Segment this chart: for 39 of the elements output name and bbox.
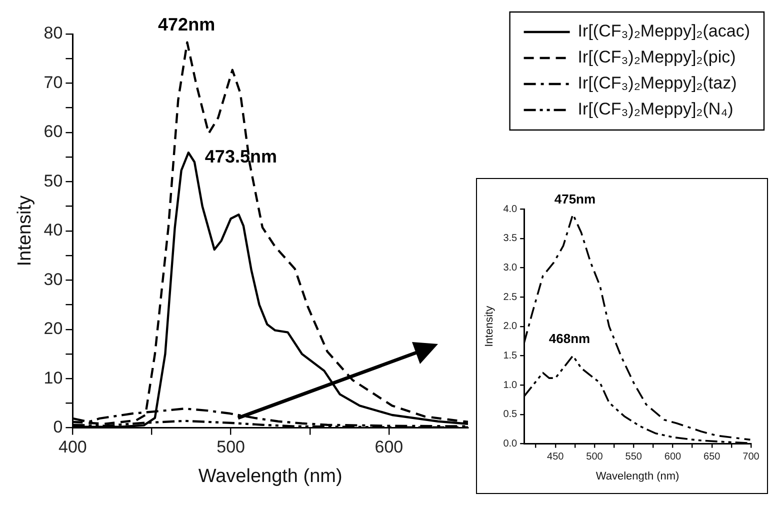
y-tick-label: 60 (44, 122, 63, 142)
y-tick-label: 0.5 (503, 409, 518, 420)
y-tick-label: 3.0 (503, 262, 518, 274)
y-tick-label: 20 (44, 319, 63, 338)
y-tick-label: 30 (44, 270, 63, 289)
y-tick-label: 3.5 (503, 233, 518, 244)
x-tick-label: 700 (742, 452, 760, 463)
annotation: 468nm (548, 330, 590, 346)
x-tick-label: 500 (586, 452, 604, 463)
y-axis-title: Intensity (14, 195, 36, 266)
x-tick-label: 650 (704, 452, 721, 463)
annotation: 472nm (158, 14, 216, 34)
y-tick-label: 1.0 (503, 380, 518, 391)
legend-label: Ir[(CF₃)₂Meppy]₂(pic) (578, 48, 736, 67)
annotation: 475nm (554, 191, 596, 206)
y-tick-label: 80 (44, 24, 63, 43)
annotation: 473.5nm (204, 146, 277, 167)
x-tick-label: 600 (374, 438, 404, 457)
y-tick-label: 2.0 (503, 321, 518, 332)
x-axis-title: Wavelength (nm) (596, 470, 680, 482)
x-tick-label: 400 (58, 438, 87, 457)
y-tick-label: 2.5 (503, 292, 518, 303)
legend-label: Ir[(CF₃)₂Meppy]₂(N₄) (578, 100, 734, 119)
x-tick-label: 600 (664, 452, 682, 463)
legend-label: Ir[(CF₃)₂Meppy]₂(taz) (578, 74, 737, 93)
y-tick-label: 0 (53, 417, 63, 436)
y-tick-label: 1.5 (503, 350, 518, 362)
x-tick-label: 450 (547, 452, 564, 463)
y-tick-label: 50 (44, 171, 63, 190)
y-tick-label: 40 (44, 220, 63, 240)
x-tick-label: 500 (216, 438, 246, 457)
y-tick-label: 70 (44, 72, 63, 92)
x-axis-title: Wavelength (nm) (198, 466, 342, 487)
y-tick-label: 4.0 (503, 204, 518, 215)
y-tick-label: 0.0 (503, 438, 518, 450)
y-axis-title: Intensity (484, 305, 496, 347)
x-tick-label: 550 (625, 452, 642, 463)
legend-label: Ir[(CF₃)₂Meppy]₂(acac) (578, 22, 750, 41)
y-tick-label: 10 (44, 368, 63, 388)
